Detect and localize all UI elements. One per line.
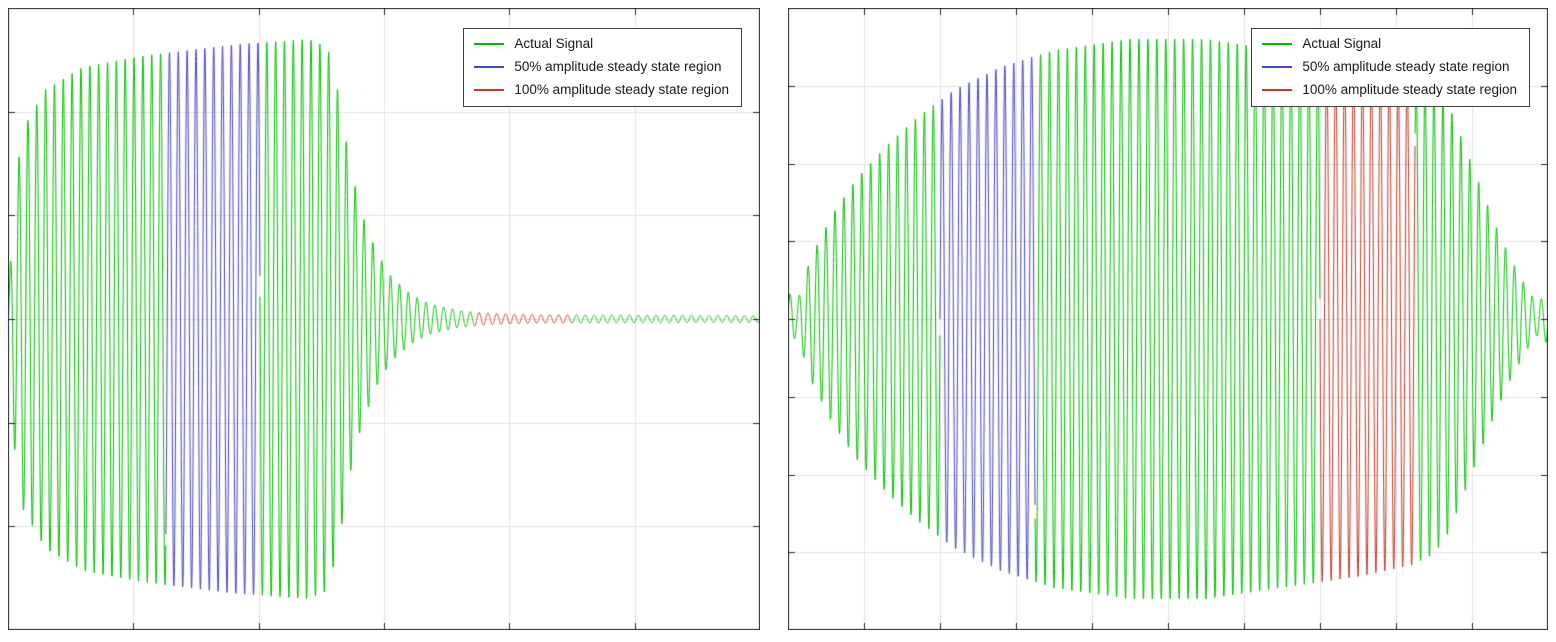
legend-item-50-amplitude-region: 50% amplitude steady state region bbox=[1262, 59, 1517, 75]
legend-item-100-amplitude-region: 100% amplitude steady state region bbox=[1262, 82, 1517, 98]
plot-left: Actual Signal 50% amplitude steady state… bbox=[8, 8, 760, 630]
legend-label-actual-signal: Actual Signal bbox=[514, 36, 594, 51]
plot-right: Actual Signal 50% amplitude steady state… bbox=[788, 8, 1548, 630]
right-plot-canvas bbox=[788, 8, 1548, 630]
legend-label-100-amplitude-region: 100% amplitude steady state region bbox=[514, 82, 729, 98]
legend-left: Actual Signal 50% amplitude steady state… bbox=[463, 28, 742, 107]
legend-label-100-amplitude-region: 100% amplitude steady state region bbox=[1302, 82, 1517, 98]
legend-item-actual-signal: Actual Signal bbox=[1262, 36, 1517, 52]
legend-item-actual-signal: Actual Signal bbox=[474, 36, 729, 52]
legend-label-50-amplitude-region: 50% amplitude steady state region bbox=[514, 59, 722, 75]
left-plot-canvas bbox=[8, 8, 760, 630]
legend-right: Actual Signal 50% amplitude steady state… bbox=[1251, 28, 1530, 107]
legend-swatch-100-amplitude-region bbox=[1262, 89, 1293, 92]
legend-label-actual-signal: Actual Signal bbox=[1302, 36, 1382, 51]
legend-item-100-amplitude-region: 100% amplitude steady state region bbox=[474, 82, 729, 98]
legend-swatch-50-amplitude-region bbox=[474, 66, 505, 69]
legend-item-50-amplitude-region: 50% amplitude steady state region bbox=[474, 59, 729, 75]
legend-label-50-amplitude-region: 50% amplitude steady state region bbox=[1302, 59, 1510, 75]
legend-swatch-50-amplitude-region bbox=[1262, 66, 1293, 69]
legend-swatch-actual-signal bbox=[1262, 43, 1293, 46]
legend-swatch-actual-signal bbox=[474, 43, 505, 46]
legend-swatch-100-amplitude-region bbox=[474, 89, 505, 92]
